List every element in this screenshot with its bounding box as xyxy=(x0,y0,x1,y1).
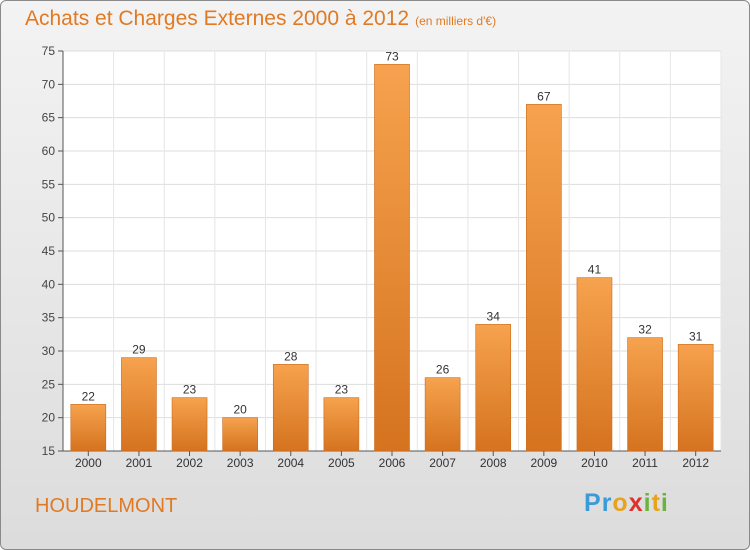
x-tick-label: 2011 xyxy=(632,456,658,470)
x-tick-label: 2002 xyxy=(176,456,203,470)
bar-2012 xyxy=(677,344,714,452)
logo-letter: P xyxy=(584,489,602,517)
bar-2010 xyxy=(576,277,613,452)
bar-2006 xyxy=(374,64,410,452)
bar-2011 xyxy=(627,337,663,452)
logo-letter: r xyxy=(601,489,613,517)
bar-value-label: 22 xyxy=(82,389,96,403)
y-tick-label: 60 xyxy=(42,144,56,158)
bar-value-label: 31 xyxy=(689,329,703,343)
commune-name: HOUDELMONT xyxy=(35,495,178,517)
chart-title-text: Achats et Charges Externes 2000 à 2012 xyxy=(25,7,410,30)
y-tick-label: 30 xyxy=(42,344,56,358)
bar-value-label: 67 xyxy=(537,89,551,103)
y-tick-label: 20 xyxy=(42,411,56,425)
x-tick-label: 2009 xyxy=(530,456,557,470)
logo-letter: x xyxy=(628,489,644,517)
logo-letter: o xyxy=(612,489,629,517)
x-tick-label: 2005 xyxy=(328,456,355,470)
bar-2002 xyxy=(171,397,208,452)
logo-letter: i xyxy=(660,489,669,517)
y-tick-label: 75 xyxy=(42,44,56,58)
bar-2000 xyxy=(70,404,107,452)
y-tick-label: 15 xyxy=(42,444,56,458)
chart-title: Achats et Charges Externes 2000 à 2012 (e… xyxy=(25,7,496,31)
bar-value-label: 23 xyxy=(335,383,349,397)
x-tick-label: 2006 xyxy=(379,456,406,470)
y-tick-label: 25 xyxy=(42,377,56,391)
bar-2004 xyxy=(272,364,309,452)
bar-value-label: 20 xyxy=(233,403,247,417)
x-tick-label: 2001 xyxy=(126,456,153,470)
bar-value-label: 23 xyxy=(183,383,197,397)
x-tick-label: 2010 xyxy=(581,456,608,470)
proxiti-logo[interactable]: Proxiti xyxy=(584,489,669,518)
y-tick-label: 55 xyxy=(42,177,56,191)
bar-value-label: 73 xyxy=(385,49,399,63)
bar-value-label: 29 xyxy=(132,343,146,357)
y-tick-label: 45 xyxy=(42,244,56,258)
x-tick-label: 2007 xyxy=(429,456,456,470)
bar-value-label: 34 xyxy=(487,309,501,323)
y-tick-label: 70 xyxy=(42,77,56,91)
y-tick-label: 65 xyxy=(42,111,56,125)
bar-value-label: 41 xyxy=(588,263,602,277)
chart-unit-note: (en milliers d'€) xyxy=(415,14,497,28)
x-tick-label: 2012 xyxy=(682,456,709,470)
x-tick-label: 2008 xyxy=(480,456,507,470)
bar-2008 xyxy=(475,324,512,452)
bar-2003 xyxy=(222,417,258,452)
y-tick-label: 35 xyxy=(42,311,56,325)
x-tick-label: 2000 xyxy=(75,456,102,470)
bar-value-label: 32 xyxy=(638,323,652,337)
logo-letter: i xyxy=(643,489,652,517)
bar-2009 xyxy=(526,104,562,452)
x-tick-label: 2004 xyxy=(277,456,304,470)
logo-letter: t xyxy=(651,489,661,517)
bar-value-label: 28 xyxy=(284,349,298,363)
y-tick-label: 40 xyxy=(42,277,56,291)
bar-2001 xyxy=(121,357,157,452)
bar-2005 xyxy=(323,397,360,452)
bar-value-label: 26 xyxy=(436,363,450,377)
y-tick-label: 50 xyxy=(42,211,56,225)
bar-2007 xyxy=(424,377,461,452)
x-tick-label: 2003 xyxy=(227,456,254,470)
